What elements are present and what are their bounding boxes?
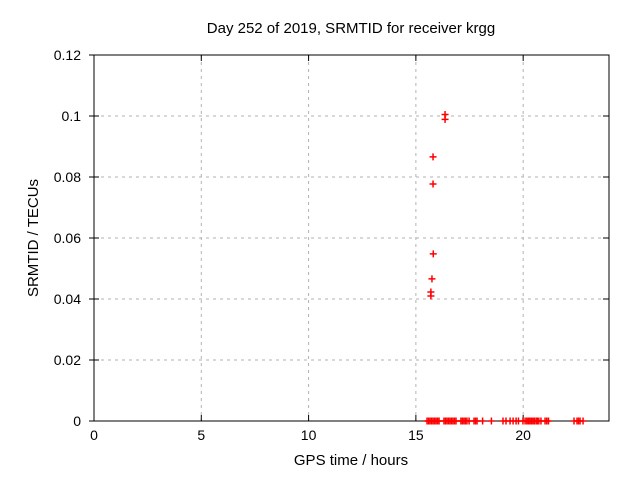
x-axis-label: GPS time / hours — [294, 452, 408, 469]
data-point-marker — [479, 417, 487, 425]
x-tick-label: 5 — [197, 427, 205, 443]
plot-area: 0 5 10 15 20 0 0.02 0.04 0.06 0.08 0.1 0.12 — [54, 47, 610, 443]
x-tick-label: 15 — [408, 427, 424, 443]
data-point-marker — [428, 275, 436, 283]
y-tick-label: 0.02 — [54, 352, 81, 368]
y-tick-label: 0.08 — [54, 169, 81, 185]
y-tick-label: 0.12 — [54, 47, 81, 63]
data-point-marker — [441, 110, 449, 118]
data-point-marker — [429, 153, 437, 161]
y-tick-label: 0.04 — [54, 291, 81, 307]
data-point-marker — [429, 250, 437, 258]
y-axis-label: SRMTID / TECUs — [25, 179, 42, 297]
data-point-marker — [544, 417, 552, 425]
y-tick-label: 0 — [73, 413, 81, 429]
x-tick-label: 0 — [90, 427, 98, 443]
data-point-marker — [429, 180, 437, 188]
x-tick-label: 20 — [515, 427, 531, 443]
data-point-marker — [427, 288, 435, 296]
data-point-marker — [579, 417, 587, 425]
x-tick-label: 10 — [301, 427, 317, 443]
data-point-marker — [487, 417, 495, 425]
y-tick-label: 0.1 — [62, 108, 82, 124]
y-tick-label: 0.06 — [54, 230, 81, 246]
chart-title: Day 252 of 2019, SRMTID for receiver krg… — [207, 20, 495, 37]
